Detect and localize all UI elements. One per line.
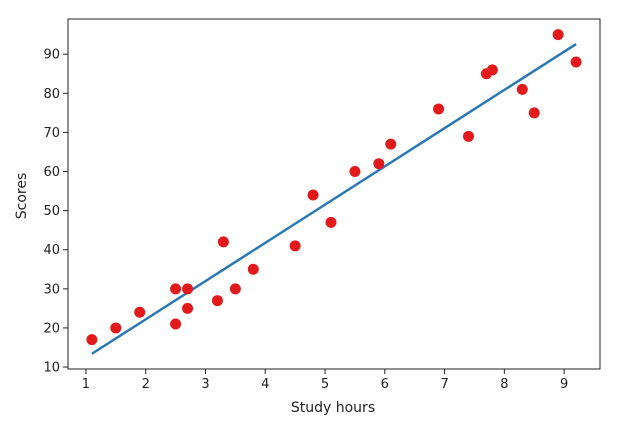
y-tick-label: 50: [43, 204, 60, 219]
y-tick-label: 70: [43, 126, 60, 141]
data-point: [110, 322, 122, 334]
data-point: [289, 240, 301, 252]
data-point: [86, 334, 98, 346]
x-tick-label: 4: [261, 377, 269, 392]
x-tick-label: 1: [82, 377, 90, 392]
x-axis-label: Study hours: [291, 400, 375, 416]
y-tick-label: 60: [43, 165, 60, 180]
data-point: [462, 130, 474, 142]
data-point: [170, 283, 182, 295]
data-point: [229, 283, 241, 295]
x-tick-label: 9: [560, 377, 568, 392]
data-point: [570, 56, 582, 68]
data-point: [373, 158, 385, 170]
x-tick-label: 7: [440, 377, 448, 392]
y-tick-label: 90: [43, 48, 60, 63]
data-point: [170, 318, 182, 330]
x-tick-label: 6: [381, 377, 389, 392]
data-point: [516, 83, 528, 95]
y-tick-label: 30: [43, 282, 60, 297]
y-tick-label: 80: [43, 87, 60, 102]
data-point: [552, 29, 564, 41]
y-tick-label: 10: [43, 361, 60, 376]
x-tick-label: 3: [201, 377, 209, 392]
plot-frame: [67, 18, 601, 370]
data-point: [182, 302, 194, 314]
data-point: [211, 295, 223, 307]
data-point: [349, 166, 361, 178]
x-tick-label: 8: [500, 377, 508, 392]
y-tick-label: 40: [43, 243, 60, 258]
data-point: [247, 263, 259, 275]
data-point: [182, 283, 194, 295]
data-point: [385, 138, 397, 150]
data-point: [486, 64, 498, 76]
y-axis-label: Scores: [14, 173, 30, 220]
data-point: [325, 216, 337, 228]
data-point: [433, 103, 445, 115]
data-point: [217, 236, 229, 248]
x-tick-label: 2: [142, 377, 150, 392]
y-tick-label: 20: [43, 321, 60, 336]
data-point: [134, 306, 146, 318]
plot-area: [86, 29, 582, 355]
x-tick-label: 5: [321, 377, 329, 392]
data-point: [528, 107, 540, 119]
data-point: [307, 189, 319, 201]
regression-line: [91, 42, 577, 355]
axes: 1 2 3 4 5 6 7 8 9 10 20 30 40 50 60 70 80 90: [43, 18, 601, 392]
